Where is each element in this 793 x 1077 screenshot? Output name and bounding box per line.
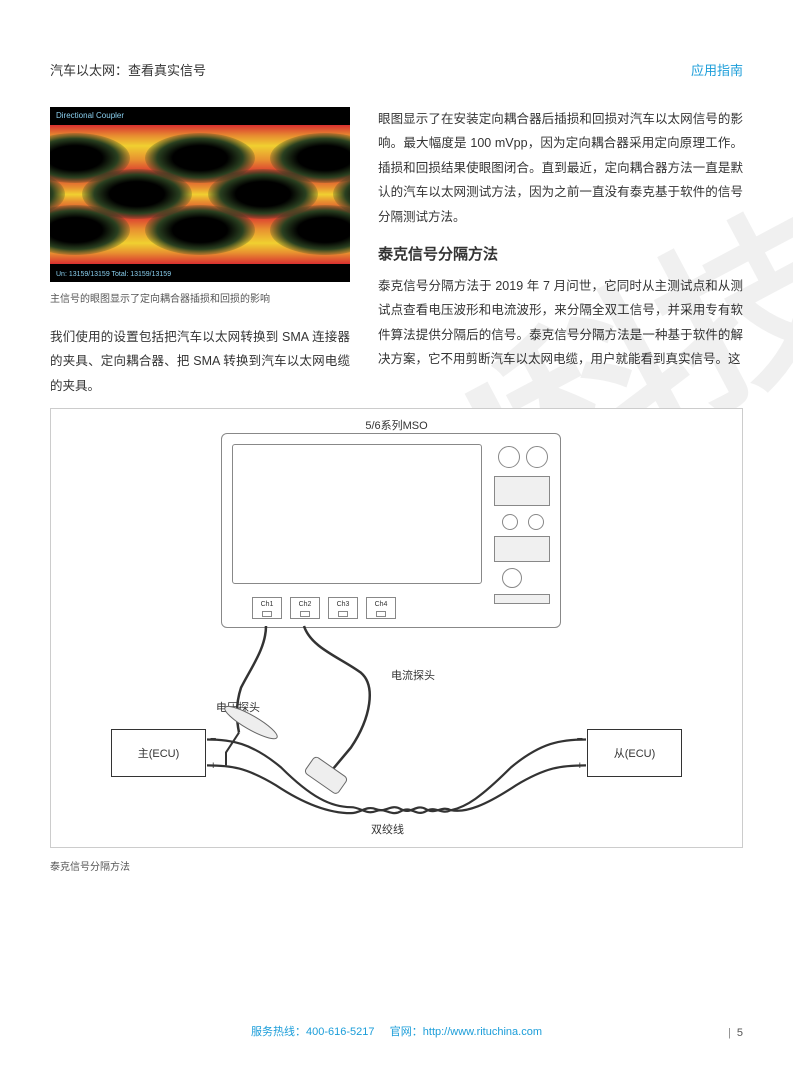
page-footer: 服务热线：400-616-5217 官网：http://www.rituchin… xyxy=(0,1023,793,1039)
eye-diagram-stats: Un: 13159/13159 Total: 13159/13159 xyxy=(56,271,171,278)
eye-diagram-figure: Directional Coupler Un: 13159/13159 Tota… xyxy=(50,107,350,282)
setup-diagram: 5/6系列MSO Ch1 Ch2 Ch3 Ch4 主(ECU) − + xyxy=(50,408,743,848)
hotline-label: 服务热线： xyxy=(251,1026,306,1038)
hotline-number: 400-616-5217 xyxy=(306,1026,375,1038)
left-body-text: 我们使用的设置包括把汽车以太网转换到 SMA 连接器的夹具、定向耦合器、把 SM… xyxy=(50,325,350,398)
header-title: 汽车以太网：查看真实信号 xyxy=(50,60,206,79)
eye-diagram-caption: 主信号的眼图显示了定向耦合器插损和回损的影响 xyxy=(50,292,350,307)
page-number: |5 xyxy=(728,1027,743,1039)
diagram-caption: 泰克信号分隔方法 xyxy=(50,858,743,873)
page-number-value: 5 xyxy=(737,1027,743,1039)
eye-diagram-title: Directional Coupler xyxy=(56,111,124,120)
site-label: 官网： xyxy=(390,1026,423,1038)
header-right: 应用指南 xyxy=(691,60,743,79)
section-title: 泰克信号分隔方法 xyxy=(378,243,743,264)
page-header: 汽车以太网：查看真实信号 应用指南 xyxy=(50,60,743,79)
wire-diagram xyxy=(51,409,742,847)
right-body-text-2: 泰克信号分隔方法于 2019 年 7 月问世，它同时从主测试点和从测试点查看电压… xyxy=(378,274,743,372)
right-body-text-1: 眼图显示了在安装定向耦合器后插损和回损对汽车以太网信号的影响。最大幅度是 100… xyxy=(378,107,743,229)
site-link[interactable]: http://www.rituchina.com xyxy=(423,1026,542,1038)
